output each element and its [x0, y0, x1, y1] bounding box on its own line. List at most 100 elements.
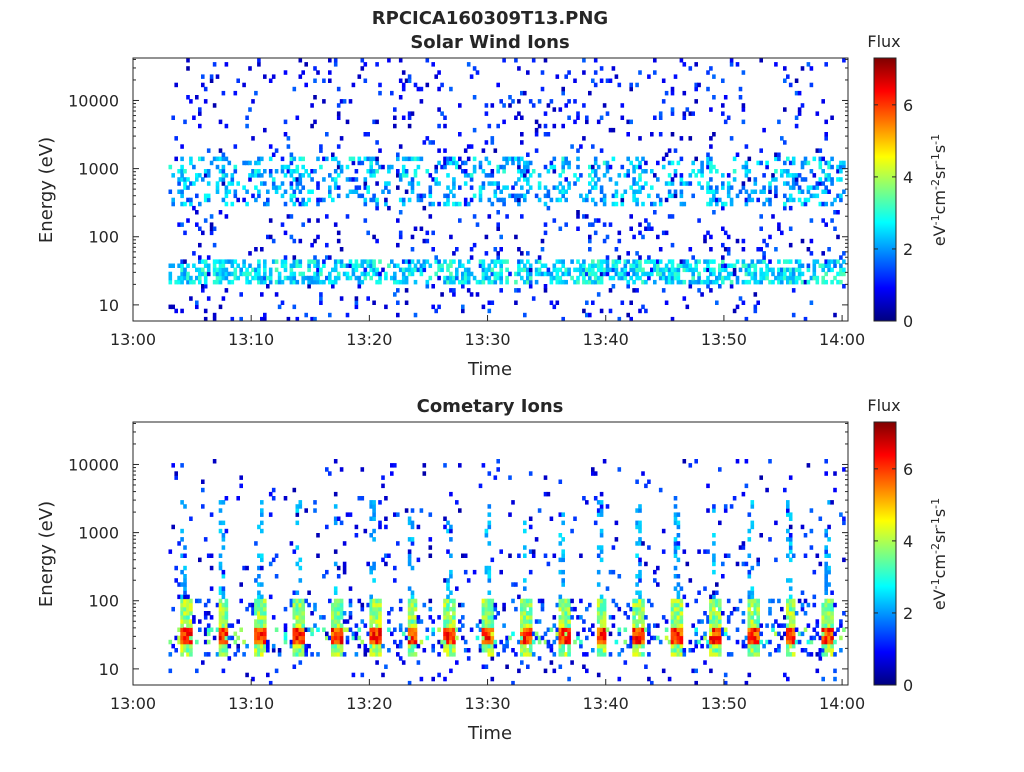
spectrogram-cell [706, 181, 710, 186]
spectrogram-cell [440, 82, 444, 88]
spectrogram-cell [446, 594, 450, 600]
spectrogram-cell [298, 598, 303, 604]
spectrogram-cell [650, 680, 654, 686]
spectrogram-cell [357, 263, 362, 268]
spectrogram-cell [744, 271, 749, 277]
spectrogram-cell [431, 304, 435, 310]
spectrogram-cell [709, 639, 713, 645]
spectrogram-cell [215, 267, 220, 273]
spectrogram-cell [180, 643, 184, 649]
spectrogram-cell [712, 193, 716, 199]
spectrogram-cell [313, 255, 317, 260]
spectrogram-cell [579, 263, 583, 268]
spectrogram-cell [174, 279, 178, 285]
spectrogram-cell [632, 639, 636, 645]
spectrogram-cell [591, 623, 595, 628]
spectrogram-cell [747, 619, 752, 624]
spectrogram-cell [206, 181, 211, 186]
spectrogram-cell [523, 619, 527, 624]
spectrogram-cell [836, 210, 840, 215]
spectrogram-cell [192, 205, 196, 211]
spectrogram-cell [788, 541, 793, 546]
spectrogram-cell [750, 504, 755, 509]
spectrogram-cell [558, 615, 563, 620]
spectrogram-cell [794, 177, 799, 182]
spectrogram-cell [189, 619, 193, 624]
spectrogram-cell [375, 267, 379, 273]
spectrogram-cell [452, 288, 456, 293]
spectrogram-cell [206, 197, 211, 203]
spectrogram-cell [700, 279, 704, 285]
spectrogram-cell [277, 304, 282, 310]
spectrogram-cell [824, 639, 828, 645]
spectrogram-cell [528, 516, 533, 521]
spectrogram-cell [721, 205, 725, 211]
spectrogram-cell [301, 652, 305, 657]
spectrogram-cell [283, 230, 288, 236]
spectrogram-cell [788, 643, 793, 649]
spectrogram-cell [753, 181, 758, 186]
spectrogram-cell [546, 271, 551, 277]
spectrogram-cell [478, 648, 483, 653]
spectrogram-cell [257, 156, 261, 162]
spectrogram-cell [605, 627, 610, 632]
spectrogram-cell [251, 136, 255, 141]
spectrogram-cell [582, 136, 586, 141]
spectrogram-cell [591, 279, 595, 285]
spectrogram-cell [682, 549, 687, 554]
spectrogram-cell [593, 70, 598, 75]
spectrogram-cell [458, 463, 462, 468]
spectrogram-cell [192, 263, 196, 268]
spectrogram-cell [599, 652, 604, 657]
spectrogram-cell [203, 169, 208, 174]
spectrogram-cell [561, 271, 565, 277]
spectrogram-cell [328, 271, 332, 277]
spectrogram-cell [289, 263, 294, 268]
spectrogram-cell [384, 516, 388, 521]
spectrogram-cell [360, 619, 365, 624]
spectrogram-cell [369, 164, 373, 170]
spectrogram-cell [268, 275, 273, 281]
spectrogram-cell [466, 201, 471, 207]
spectrogram-cell [824, 177, 828, 182]
spectrogram-cell [791, 181, 796, 186]
spectrogram-cell [437, 160, 441, 166]
spectrogram-cell [203, 639, 208, 645]
spectrogram-cell [254, 578, 258, 583]
spectrogram-cell [201, 284, 205, 289]
spectrogram-cell [523, 602, 527, 608]
spectrogram-cell [378, 639, 382, 645]
spectrogram-cell [398, 267, 403, 273]
spectrogram-cell [777, 119, 781, 125]
spectrogram-cell [328, 58, 332, 63]
spectrogram-cell [638, 541, 642, 546]
spectrogram-cell [679, 586, 684, 591]
spectrogram-cell [372, 561, 376, 567]
spectrogram-cell [396, 300, 400, 305]
spectrogram-cell [788, 594, 793, 600]
spectrogram-cell [407, 619, 412, 624]
spectrogram-cell [768, 185, 772, 190]
spectrogram-cell [741, 545, 746, 550]
spectrogram-cell [224, 528, 229, 534]
spectrogram-cell [493, 247, 498, 252]
spectrogram-cell [206, 627, 211, 632]
spectrogram-cell [676, 582, 681, 587]
spectrogram-cell [446, 652, 450, 657]
spectrogram-cell [230, 635, 235, 641]
spectrogram-cell [280, 263, 285, 268]
spectrogram-cell [401, 70, 406, 75]
spectrogram-cell [753, 643, 758, 649]
spectrogram-cell [558, 643, 563, 649]
spectrogram-cell [549, 279, 554, 285]
spectrogram-cell [224, 611, 229, 616]
spectrogram-cell [257, 524, 261, 530]
spectrogram-cell [830, 611, 834, 616]
spectrogram-cell [517, 259, 521, 264]
spectrogram-cell [629, 185, 633, 190]
spectrogram-cell [632, 189, 636, 194]
spectrogram-cell [788, 549, 793, 554]
spectrogram-cell [431, 284, 435, 289]
spectrogram-cell [260, 602, 264, 608]
spectrogram-cell [593, 275, 598, 281]
